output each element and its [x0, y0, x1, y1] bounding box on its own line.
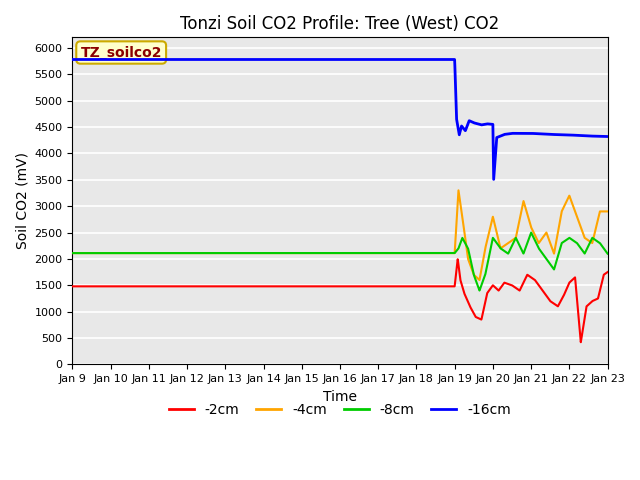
X-axis label: Time: Time [323, 390, 357, 404]
Text: TZ_soilco2: TZ_soilco2 [81, 46, 162, 60]
Legend: -2cm, -4cm, -8cm, -16cm: -2cm, -4cm, -8cm, -16cm [163, 398, 517, 423]
Y-axis label: Soil CO2 (mV): Soil CO2 (mV) [15, 152, 29, 250]
Title: Tonzi Soil CO2 Profile: Tree (West) CO2: Tonzi Soil CO2 Profile: Tree (West) CO2 [180, 15, 500, 33]
